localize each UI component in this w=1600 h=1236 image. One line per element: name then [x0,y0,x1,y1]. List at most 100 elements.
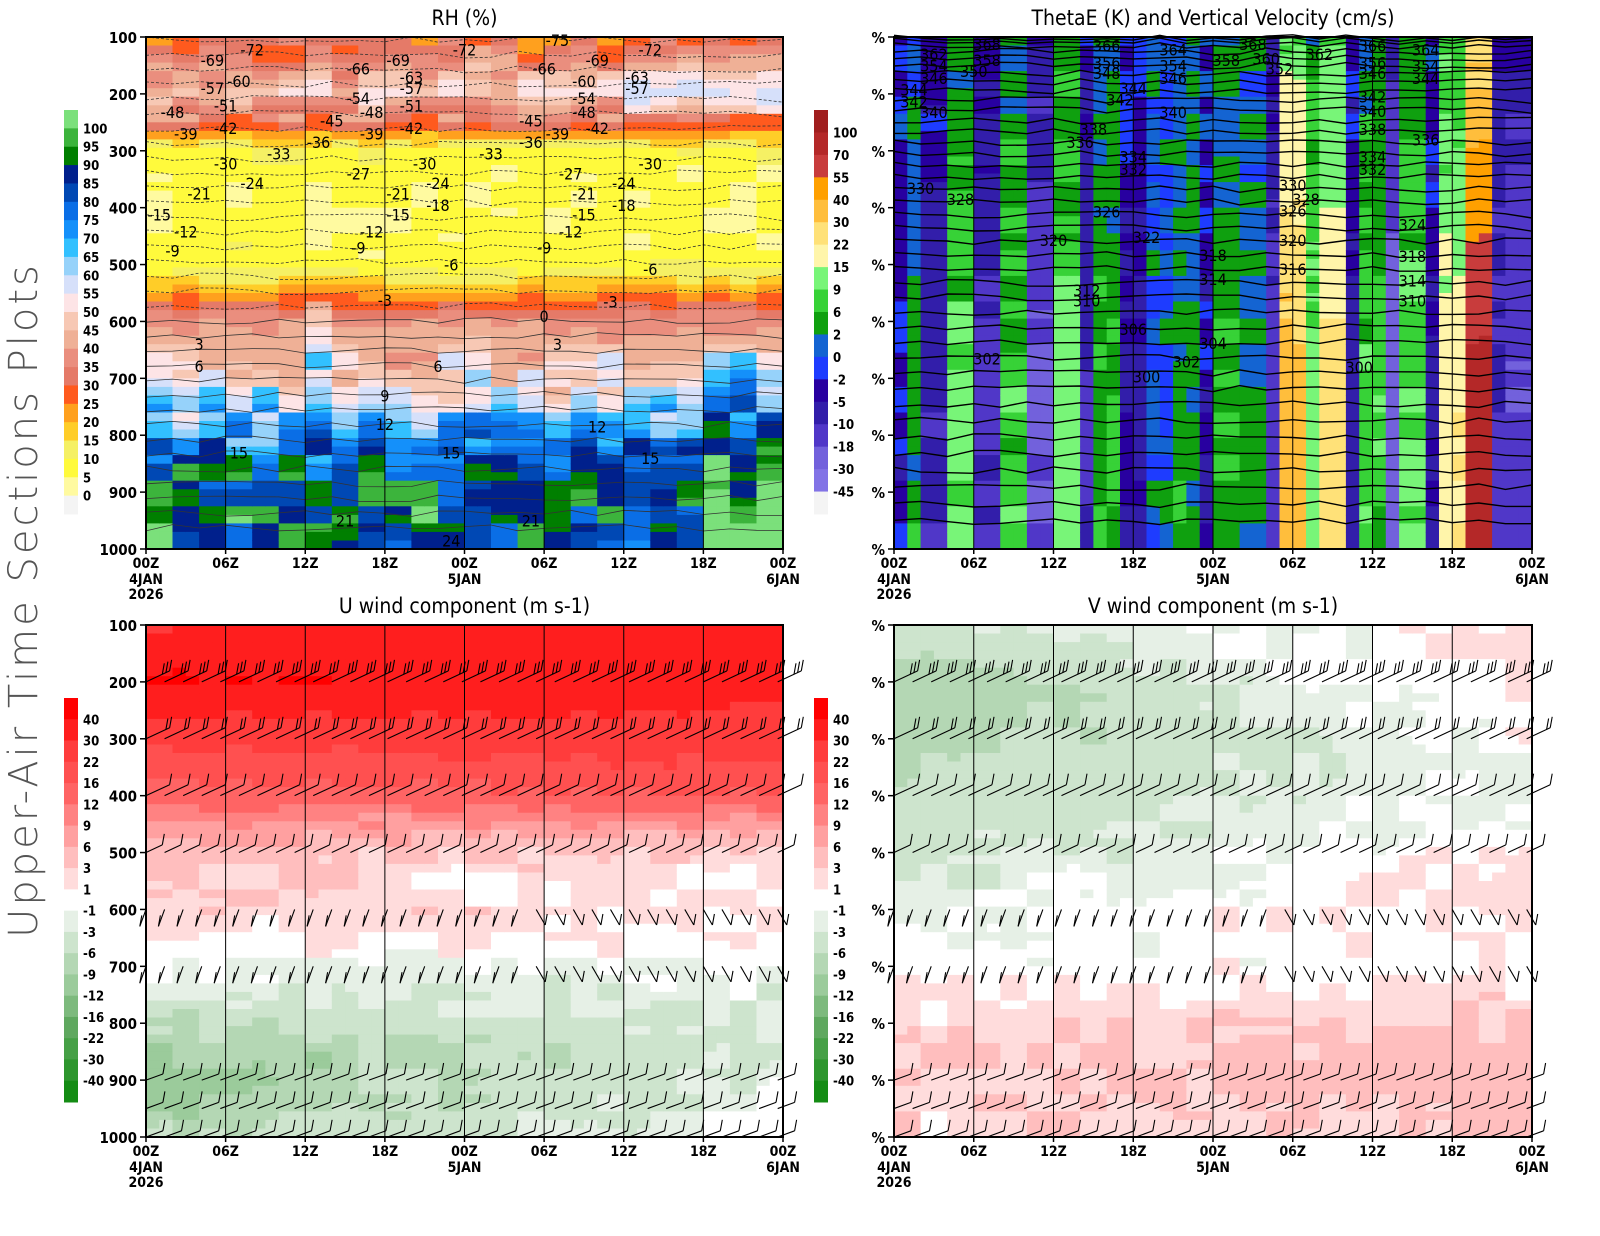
field-cell [1213,105,1227,115]
field-cell [1226,139,1241,149]
field-cell [292,45,306,55]
field-cell [987,54,1001,64]
field-cell [159,139,174,149]
field-cell [1173,455,1187,465]
field-cell [358,386,373,396]
field-cell [212,352,227,362]
field-cell [597,421,612,431]
field-cell [703,105,718,115]
field-cell [756,463,771,473]
field-cell [530,506,545,516]
field-cell [1133,113,1148,123]
field-cell [663,233,678,243]
field-cell [1292,216,1307,226]
field-cell [1040,199,1055,209]
field-cell [438,62,452,72]
field-cell [1000,275,1015,285]
field-cell [907,361,922,371]
field-cell [1266,241,1281,251]
field-cell [278,165,293,175]
field-cell [185,233,200,243]
field-cell [1106,267,1121,277]
field-cell [716,199,731,209]
field-cell [570,71,585,81]
field-cell [159,412,174,422]
field-cell [305,489,320,499]
field-cell [933,463,948,473]
field-cell [544,540,558,550]
field-cell [933,531,948,541]
field-cell [305,62,320,72]
field-cell [1080,318,1094,328]
field-cell [1199,327,1214,337]
field-cell [1213,327,1227,337]
field-cell [1040,96,1055,106]
field-cell [544,446,558,456]
field-cell [743,412,758,422]
field-cell [650,62,665,72]
field-cell [663,318,678,328]
field-cell [384,438,399,448]
field-cell [637,241,651,251]
field-cell [1000,54,1015,64]
field-cell [1186,352,1201,362]
field-cell [371,438,386,448]
field-cell [1146,386,1161,396]
field-cell [517,361,532,371]
field-cell [530,79,545,89]
field-cell [517,455,532,465]
field-cell [756,438,771,448]
field-cell [933,429,948,439]
field-cell [1120,113,1134,123]
field-cell [583,96,598,106]
field-cell [610,523,625,533]
field-cell [477,130,492,140]
field-cell [292,165,306,175]
field-cell [703,514,718,524]
field-cell [199,446,213,456]
field-cell [451,258,466,268]
field-cell [305,199,320,209]
field-cell [398,207,412,217]
field-cell [610,96,625,106]
field-cell [398,88,412,98]
field-cell [703,293,718,303]
field-cell [1026,463,1041,473]
field-cell [583,241,598,251]
field-cell [278,335,293,345]
field-cell [973,489,988,499]
field-cell [1252,182,1267,192]
field-cell [451,514,466,524]
field-cell [199,523,213,533]
field-cell [1146,335,1161,345]
field-cell [1013,540,1028,550]
contour-label: -21 [572,184,596,203]
field-cell [973,455,988,465]
field-cell [292,207,306,217]
field-cell [583,344,598,354]
field-cell [557,62,572,72]
field-cell [1066,438,1081,448]
field-cell [544,310,558,320]
field-cell [973,361,988,371]
field-cell [292,267,306,277]
field-cell [384,378,399,388]
field-cell [690,531,704,541]
field-cell [451,199,466,209]
field-cell [172,156,187,166]
contour-line [145,198,784,207]
field-cell [464,37,479,47]
field-cell [973,293,988,303]
field-cell [411,531,426,541]
field-cell [1239,88,1254,98]
field-cell [491,446,505,456]
field-cell [318,293,333,303]
field-cell [743,352,758,362]
field-cell [756,293,771,303]
field-cell [987,361,1001,371]
field-cell [973,173,988,183]
field-cell [464,386,479,396]
field-cell [743,284,758,294]
field-cell [1186,139,1201,149]
field-cell [292,122,306,132]
